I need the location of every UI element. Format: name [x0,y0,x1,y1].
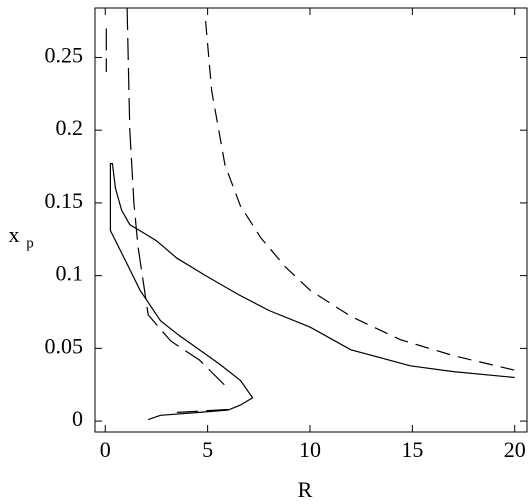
x-tick-label: 15 [401,437,423,462]
y-tick-label: 0.1 [56,261,84,286]
y-tick-label: 0.25 [45,43,84,68]
curve [109,163,515,421]
y-tick-label: 0 [72,406,83,431]
x-tick-label: 5 [202,437,213,462]
x-axis-label: R [298,477,313,502]
x-tick-label: 20 [504,437,526,462]
y-axis-label: x [9,222,20,247]
x-tick-label: 0 [100,437,111,462]
x-tick-label: 10 [299,437,321,462]
curve [105,7,231,413]
y-axis-label-subscript: p [26,235,34,251]
y-tick-label: 0.2 [56,115,84,140]
y-tick-label: 0.15 [45,188,84,213]
curve [205,21,515,371]
y-tick-label: 0.05 [45,333,84,358]
plot-frame [94,7,528,433]
